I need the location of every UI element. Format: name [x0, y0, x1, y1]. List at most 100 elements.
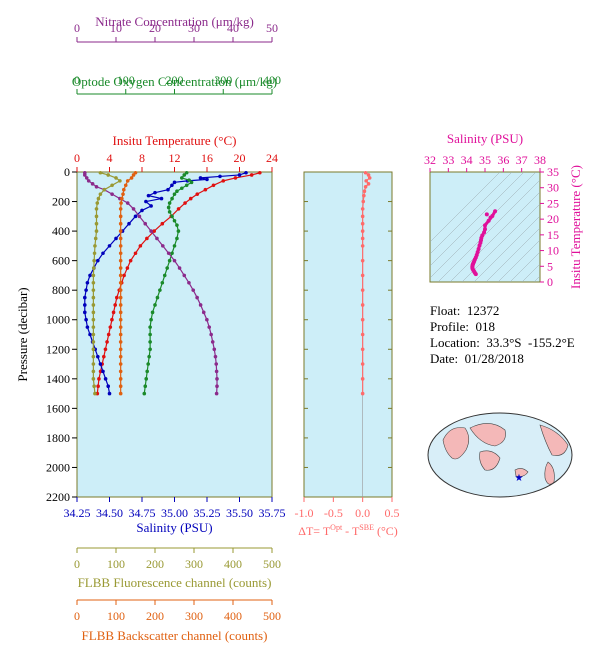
temperature-point	[183, 201, 187, 205]
isopycnal-line	[521, 263, 540, 282]
map-land	[469, 423, 506, 447]
isopycnal-line	[558, 162, 608, 282]
temperature-point	[138, 244, 143, 248]
backscatter-point	[120, 196, 124, 201]
nitrate-point	[214, 369, 219, 374]
oxygen-point	[149, 317, 153, 322]
salinity-point	[101, 369, 105, 374]
salinity-point	[170, 183, 174, 188]
backscatter-point	[118, 244, 123, 248]
temperature-series	[95, 170, 262, 396]
temperature-tick-label: 12	[169, 151, 181, 165]
isopycnal-line	[497, 239, 540, 282]
temperature-point	[97, 377, 101, 381]
fluorescence-point	[118, 179, 122, 183]
backscatter-point	[121, 192, 125, 196]
backscatter-tick-label: 200	[146, 609, 164, 623]
delta-point	[360, 258, 365, 263]
fluorescence-axis-title: FLBB Fluorescence channel (counts)	[78, 575, 272, 590]
backscatter-point	[129, 176, 134, 180]
delta-point	[360, 362, 365, 366]
backscatter-point	[118, 295, 123, 300]
map-land	[442, 427, 470, 460]
isopycnal-line	[430, 172, 501, 243]
salinity-tick-label: 35.00	[161, 506, 188, 520]
nitrate-point	[172, 258, 177, 263]
pressure-tick-label: 0	[64, 165, 70, 179]
delta-point	[360, 244, 365, 248]
fluorescence-tick-label: 200	[146, 557, 164, 571]
oxygen-point	[172, 244, 177, 248]
nitrate-point	[195, 295, 199, 300]
ts-x-tick-label: 33	[442, 153, 454, 167]
pressure-tick-label: 1600	[46, 401, 70, 415]
fluorescence-point	[92, 258, 96, 263]
ts-y-tick-label: 5	[547, 259, 553, 273]
delta-point	[362, 189, 367, 194]
delta-tick-label: 0.5	[385, 506, 400, 520]
delta-point	[363, 170, 368, 175]
oxygen-point	[184, 170, 189, 175]
salinity-tick-label: 35.75	[259, 506, 286, 520]
fluorescence-point	[95, 201, 100, 205]
backscatter-point	[118, 303, 123, 307]
backscatter-point	[118, 325, 123, 329]
backscatter-point	[118, 266, 123, 270]
ts-y-tick-label: 10	[547, 244, 559, 258]
ts-point	[483, 223, 487, 228]
oxygen-point	[175, 189, 179, 194]
oxygen-point	[182, 173, 187, 177]
nitrate-point	[155, 236, 159, 241]
salinity-point	[88, 273, 92, 278]
oxygen-point	[175, 223, 179, 227]
delta-point	[360, 236, 365, 241]
oxygen-point	[148, 347, 152, 352]
oxygen-point	[148, 332, 152, 337]
backscatter-point	[118, 369, 123, 374]
salinity-series	[83, 170, 248, 396]
temperature-point	[211, 183, 216, 188]
nitrate-tick-label: 30	[188, 21, 200, 35]
salinity-point	[144, 199, 148, 204]
oxygen-tick-label: 200	[166, 73, 184, 87]
fluorescence-point	[102, 187, 107, 192]
fluorescence-point	[91, 303, 96, 307]
delta-point	[360, 288, 365, 292]
fluorescence-point	[91, 332, 96, 337]
ts-y-tick-label: 35	[547, 165, 559, 179]
ts-x-tick-label: 36	[497, 153, 509, 167]
ts-x-tick-label: 35	[479, 153, 491, 167]
oxygen-tick-label: 100	[117, 73, 135, 87]
nitrate-point	[94, 184, 99, 189]
ts-x-tick-label: 34	[461, 153, 473, 167]
nitrate-point	[207, 325, 212, 329]
ts-y-tick-label: 0	[547, 275, 553, 289]
fluorescence-tick-label: 300	[185, 557, 203, 571]
temperature-point	[258, 170, 262, 175]
isopycnal-line	[509, 251, 540, 282]
salinity-point	[149, 204, 153, 208]
oxygen-point	[170, 214, 174, 219]
backscatter-point	[131, 173, 136, 177]
salinity-point	[103, 377, 108, 381]
ts-point	[473, 272, 478, 277]
delta-point	[366, 182, 371, 186]
delta-point	[360, 214, 365, 219]
oxygen-point	[153, 303, 157, 307]
delta-point	[361, 199, 366, 204]
salinity-point	[237, 173, 242, 177]
temperature-tick-label: 4	[107, 151, 113, 165]
oxygen-point	[184, 183, 189, 188]
salinity-point	[127, 221, 131, 226]
delta-point	[360, 221, 365, 226]
salinity-point	[133, 214, 138, 219]
ts-point	[476, 247, 481, 251]
pressure-tick-label: 2000	[46, 460, 70, 474]
salinity-point	[96, 354, 100, 359]
fluorescence-point	[91, 340, 96, 344]
temperature-point	[106, 332, 111, 337]
fluorescence-point	[91, 273, 96, 278]
isopycnal-line	[473, 215, 540, 282]
oxygen-point	[146, 362, 150, 366]
backscatter-point	[118, 310, 123, 315]
